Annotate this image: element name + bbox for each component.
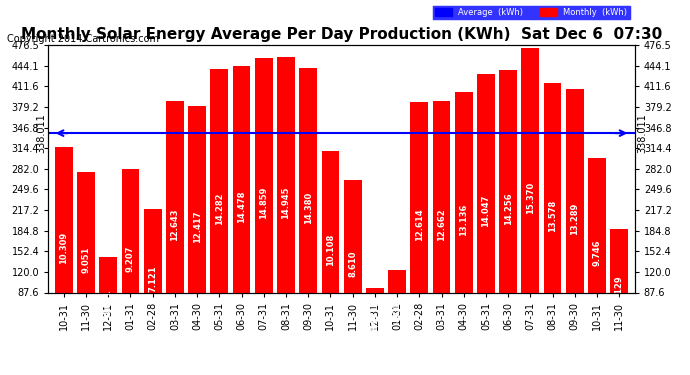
Bar bbox=[566, 89, 584, 348]
Text: 338.011: 338.011 bbox=[637, 113, 647, 153]
Legend: Average  (kWh), Monthly  (kWh): Average (kWh), Monthly (kWh) bbox=[432, 4, 631, 20]
Title: Monthly Solar Energy Average Per Day Production (KWh)  Sat Dec 6  07:30: Monthly Solar Energy Average Per Day Pro… bbox=[21, 27, 662, 42]
Text: 12.643: 12.643 bbox=[170, 209, 179, 241]
Text: 10.108: 10.108 bbox=[326, 234, 335, 266]
Bar bbox=[455, 92, 473, 348]
Bar bbox=[388, 270, 406, 348]
Bar bbox=[299, 68, 317, 348]
Text: 14.945: 14.945 bbox=[282, 186, 290, 219]
Text: 14.380: 14.380 bbox=[304, 192, 313, 224]
Bar bbox=[500, 70, 517, 348]
Bar bbox=[55, 147, 72, 348]
Bar bbox=[233, 66, 250, 348]
Bar bbox=[411, 102, 428, 348]
Text: 4.661: 4.661 bbox=[104, 290, 112, 316]
Bar bbox=[144, 209, 161, 348]
Text: 12.417: 12.417 bbox=[193, 211, 201, 243]
Text: 14.047: 14.047 bbox=[482, 195, 491, 227]
Bar bbox=[77, 172, 95, 348]
Text: 13.136: 13.136 bbox=[460, 204, 469, 236]
Text: 14.859: 14.859 bbox=[259, 187, 268, 219]
Text: 338.011: 338.011 bbox=[36, 113, 46, 153]
Bar bbox=[433, 101, 451, 348]
Text: Copyright 2014 Cartronics.com: Copyright 2014 Cartronics.com bbox=[7, 34, 159, 44]
Bar bbox=[588, 158, 606, 348]
Bar bbox=[522, 48, 540, 348]
Text: 12.614: 12.614 bbox=[415, 209, 424, 242]
Bar bbox=[99, 257, 117, 348]
Bar bbox=[188, 106, 206, 348]
Text: 9.207: 9.207 bbox=[126, 245, 135, 272]
Bar bbox=[210, 69, 228, 348]
Text: 12.662: 12.662 bbox=[437, 209, 446, 241]
Text: 6.129: 6.129 bbox=[615, 275, 624, 302]
Bar bbox=[166, 102, 184, 348]
Bar bbox=[477, 74, 495, 348]
Bar bbox=[344, 180, 362, 348]
Bar bbox=[322, 151, 339, 348]
Bar bbox=[611, 229, 628, 348]
Text: 10.309: 10.309 bbox=[59, 232, 68, 264]
Text: 13.289: 13.289 bbox=[571, 202, 580, 235]
Text: 3.071: 3.071 bbox=[371, 305, 380, 332]
Bar bbox=[366, 288, 384, 348]
Text: 8.610: 8.610 bbox=[348, 251, 357, 278]
Text: 4.014: 4.014 bbox=[393, 296, 402, 322]
Bar bbox=[544, 83, 562, 348]
Bar bbox=[255, 58, 273, 348]
Bar bbox=[277, 57, 295, 348]
Text: 14.282: 14.282 bbox=[215, 193, 224, 225]
Text: 9.746: 9.746 bbox=[593, 240, 602, 266]
Text: 9.051: 9.051 bbox=[81, 247, 90, 273]
Text: 15.370: 15.370 bbox=[526, 182, 535, 214]
Text: 13.578: 13.578 bbox=[548, 200, 557, 232]
Text: 7.121: 7.121 bbox=[148, 266, 157, 292]
Bar bbox=[121, 168, 139, 348]
Text: 14.478: 14.478 bbox=[237, 191, 246, 223]
Text: 14.256: 14.256 bbox=[504, 193, 513, 225]
